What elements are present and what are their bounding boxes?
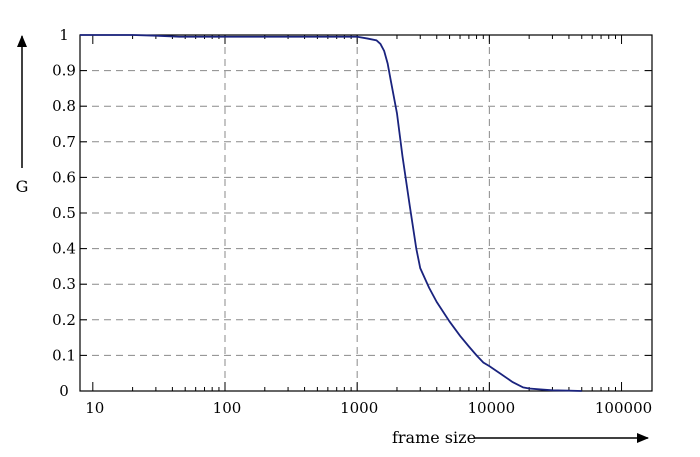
y-tick-label: 0.7 <box>52 133 76 151</box>
y-tick-label: 0 <box>59 382 69 400</box>
series-group <box>80 34 582 392</box>
grid <box>80 35 652 391</box>
y-tick-label: 0.2 <box>52 311 76 329</box>
y-tick-label: 0.9 <box>52 62 76 80</box>
x-tick-label: 10 <box>85 399 104 417</box>
y-tick-label: 0.5 <box>52 204 76 222</box>
y-tick-label: 1 <box>59 26 69 44</box>
x-axis-label: frame size <box>392 428 476 447</box>
y-tick-label: 0.4 <box>52 240 76 258</box>
y-tick-label: 0.8 <box>52 97 76 115</box>
x-tick-label: 100000 <box>595 399 652 417</box>
y-tick-label: 0.1 <box>52 346 76 364</box>
x-tick-label: 100 <box>213 399 242 417</box>
series-line <box>80 34 582 392</box>
x-tick-label: 10000 <box>467 399 515 417</box>
x-tick-label: 1000 <box>340 399 378 417</box>
y-tick-label: 0.3 <box>52 275 76 293</box>
y-tick-label: 0.6 <box>52 168 76 186</box>
axis-ticks <box>80 34 652 392</box>
tick-labels: 0 0.1 0.2 0.3 0.4 0.5 0.6 0.7 0.8 0.9 1 10 100 1000 10… <box>52 26 652 417</box>
plot-frame <box>79 34 653 392</box>
y-axis-label: G <box>16 177 29 196</box>
